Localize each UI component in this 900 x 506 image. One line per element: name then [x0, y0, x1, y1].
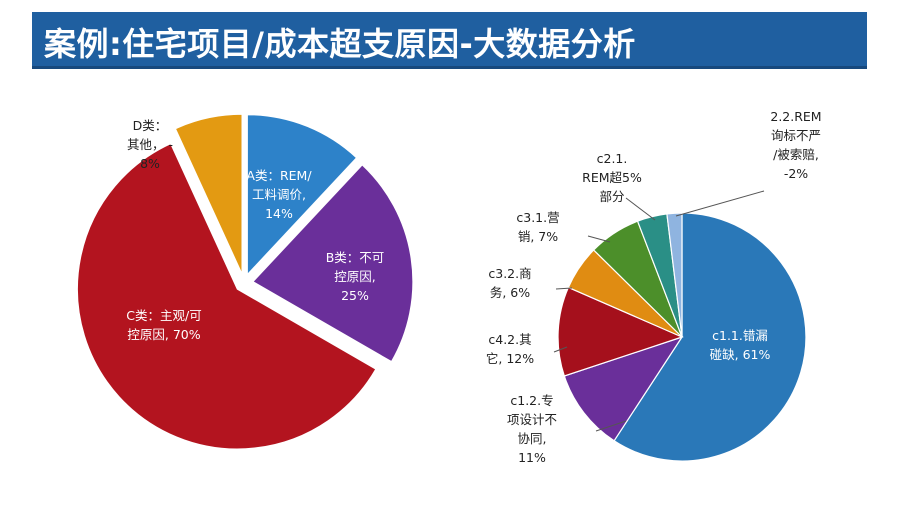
left-pie-label-3: C类：主观/可控原因, 70% — [126, 308, 201, 342]
left-pie-slice-3 — [76, 142, 377, 450]
right-pie-slice-2 — [563, 335, 684, 442]
right-pie-slice-1 — [613, 212, 807, 462]
title-bar: 案例:住宅项目/成本超支原因-大数据分析 — [32, 12, 867, 69]
right-pie-label-4: c3.2.商务, 6% — [488, 266, 531, 300]
right-pie-label-1: c1.1.错漏碰缺, 61% — [710, 328, 771, 362]
left-pie-slice-1 — [246, 113, 358, 277]
right-pie-leader-line-7 — [675, 190, 765, 217]
right-pie-slice-3 — [557, 286, 684, 377]
right-pie-leader-line-5 — [587, 235, 611, 243]
right-pie-leader-line-3 — [553, 346, 568, 353]
left-pie-label-4: D类：其他， -8% — [127, 118, 173, 171]
left-pie-label-1: A类：REM/工料调价, 14% — [246, 168, 312, 221]
right-pie-leader-line-4 — [555, 287, 573, 290]
right-pie-leader-line-2 — [595, 420, 627, 432]
right-pie-slice-7 — [666, 212, 683, 338]
left-pie-label-2: B类：不可控原因, 25% — [326, 250, 385, 303]
right-pie-label-7: 2.2.REM 询标不严/被索赔, -2% — [770, 109, 821, 181]
left-pie-slice-2 — [251, 163, 414, 363]
right-pie-label-6: c2.1. REM超5%部分 — [582, 151, 642, 204]
right-pie-leader-line-6 — [625, 197, 656, 221]
left-pie-slice-4 — [174, 113, 243, 275]
right-pie-label-2: c1.2.专项设计不协同, 11% — [507, 393, 557, 465]
right-pie-label-5: c3.1.营销, 7% — [516, 210, 559, 244]
right-pie-label-3: c4.2.其它, 12% — [486, 332, 534, 366]
page-title: 案例:住宅项目/成本超支原因-大数据分析 — [44, 25, 636, 63]
